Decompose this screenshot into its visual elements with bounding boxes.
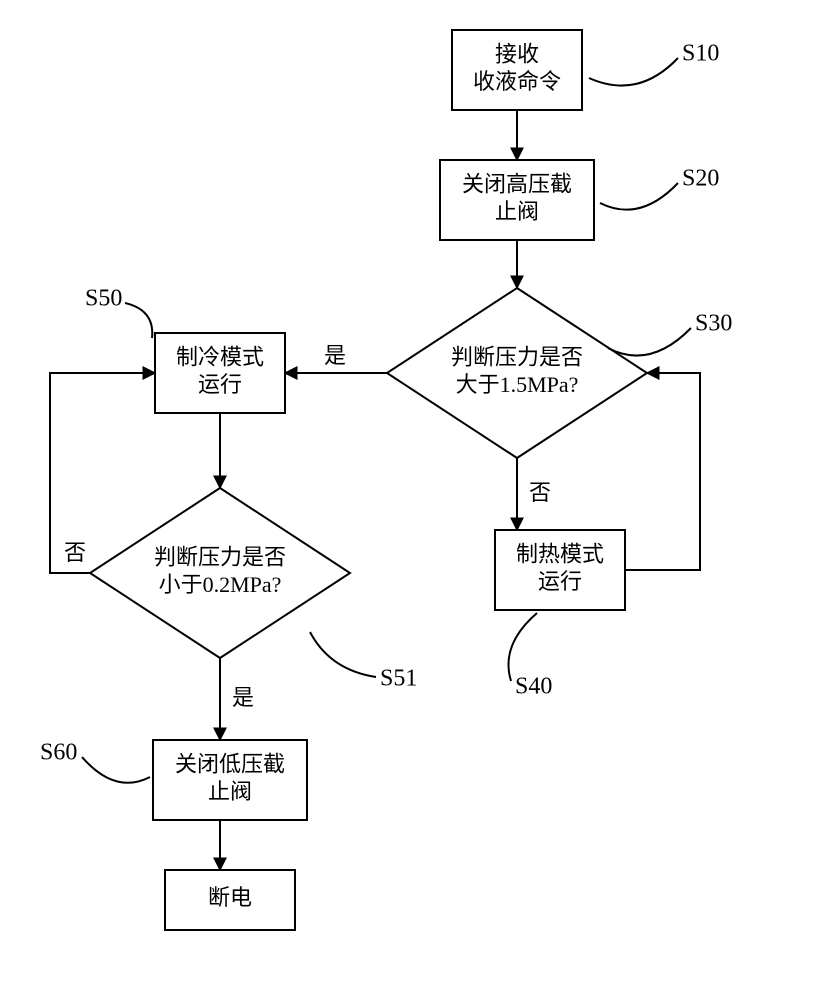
node-text-s20-0: 关闭高压截 — [462, 171, 572, 196]
node-text-s40-0: 制热模式 — [516, 541, 604, 566]
node-text-s30-1: 大于1.5MPa? — [456, 372, 579, 397]
label-l60: S60 — [40, 740, 77, 766]
node-text-s10-0: 接收 — [495, 41, 539, 66]
label-l51: S51 — [380, 666, 417, 692]
edge-e5 — [625, 373, 700, 570]
node-text-s50-1: 运行 — [198, 372, 242, 397]
label-l10: S10 — [682, 41, 719, 67]
node-text-s60-0: 关闭低压截 — [175, 751, 285, 776]
node-text-s51-1: 小于0.2MPa? — [159, 572, 282, 597]
node-text-s40-1: 运行 — [538, 569, 582, 594]
edges: 是否否是 — [50, 110, 700, 870]
nodes: 接收收液命令关闭高压截止阀判断压力是否大于1.5MPa?制热模式运行制冷模式运行… — [90, 30, 647, 930]
edge-label-e3: 是 — [324, 343, 346, 368]
step-labels: S10 S20 S30 S40 S50 S51 S60 — [40, 41, 732, 783]
edge-label-e4: 否 — [529, 480, 551, 505]
leader-l40 — [508, 613, 537, 681]
leader-l51 — [310, 632, 376, 677]
node-text-s51-0: 判断压力是否 — [154, 544, 286, 569]
edge-label-e7: 否 — [64, 540, 86, 565]
leader-l50 — [125, 303, 152, 338]
label-l20: S20 — [682, 166, 719, 192]
node-text-s10-1: 收液命令 — [473, 69, 561, 94]
flowchart: 是否否是接收收液命令关闭高压截止阀判断压力是否大于1.5MPa?制热模式运行制冷… — [0, 0, 816, 1000]
label-l40: S40 — [515, 674, 552, 700]
node-text-s60-1: 止阀 — [208, 779, 252, 804]
label-l30: S30 — [695, 311, 732, 337]
node-text-s50-0: 制冷模式 — [176, 344, 264, 369]
leader-l20 — [600, 183, 678, 210]
node-text-end-0: 断电 — [208, 885, 252, 910]
node-text-s30-0: 判断压力是否 — [451, 344, 583, 369]
label-l50: S50 — [85, 286, 122, 312]
leader-l10 — [589, 58, 678, 86]
edge-label-e8: 是 — [232, 685, 254, 710]
node-text-s20-1: 止阀 — [495, 199, 539, 224]
leader-l60 — [82, 757, 150, 783]
leader-l30 — [608, 328, 691, 356]
